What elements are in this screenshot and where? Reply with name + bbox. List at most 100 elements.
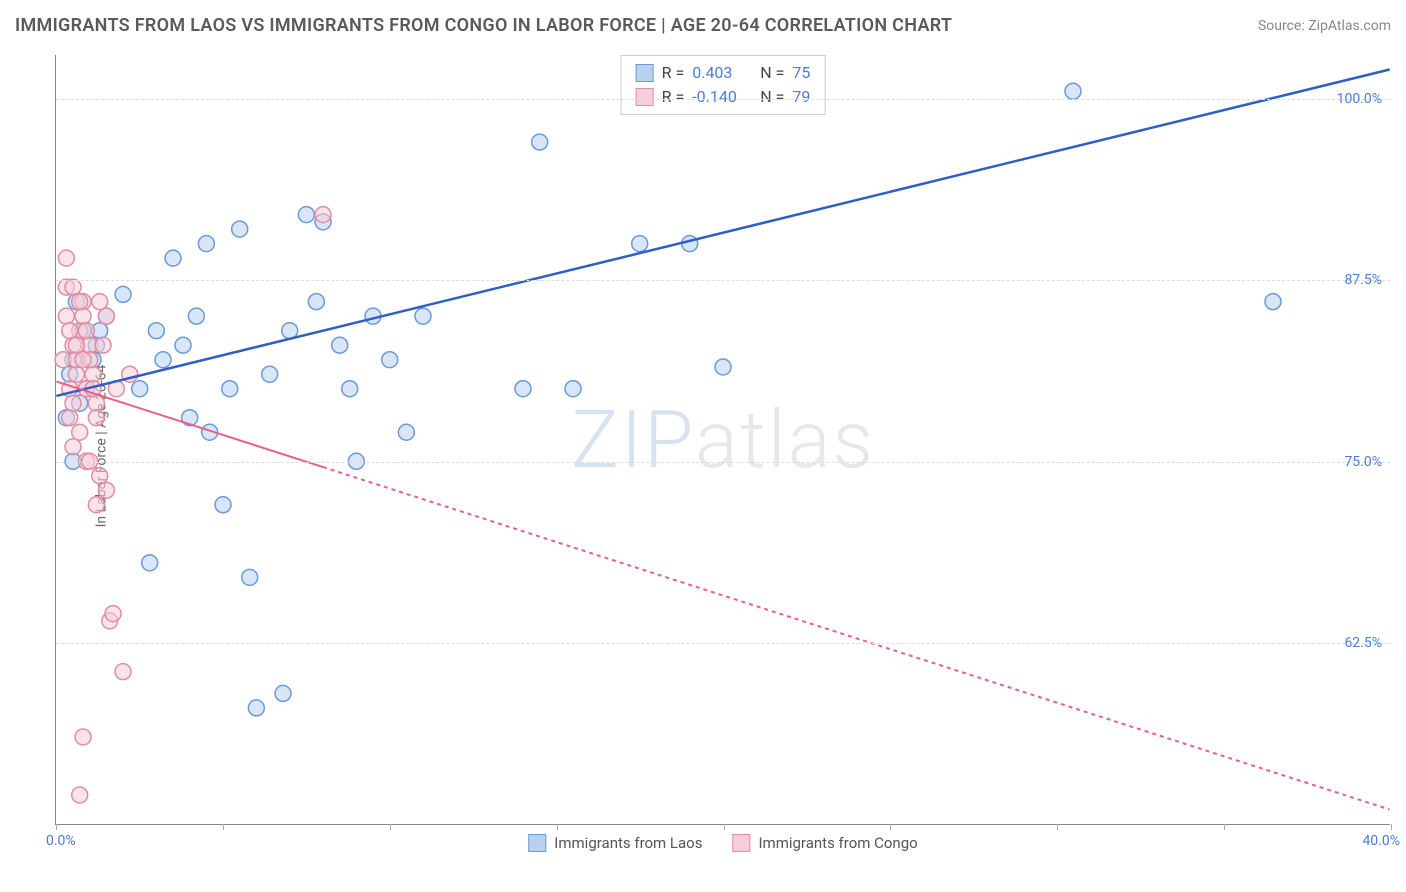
data-point	[532, 134, 548, 150]
data-point	[62, 323, 78, 339]
n-label: N =	[760, 61, 784, 85]
x-tick-mark	[724, 824, 725, 830]
data-point	[382, 352, 398, 368]
data-point	[88, 395, 104, 411]
x-tick-mark	[1057, 824, 1058, 830]
source-attribution: Source: ZipAtlas.com	[1258, 18, 1391, 34]
source-label: Source:	[1258, 18, 1308, 34]
data-point	[198, 236, 214, 252]
y-tick-label: 100.0%	[1337, 91, 1382, 107]
n-value: 79	[792, 85, 810, 109]
data-point	[342, 381, 358, 397]
data-point	[105, 606, 121, 622]
data-point	[222, 381, 238, 397]
data-point	[315, 207, 331, 223]
data-point	[415, 308, 431, 324]
r-label: R =	[662, 85, 685, 109]
y-tick-label: 87.5%	[1344, 272, 1382, 288]
data-point	[565, 381, 581, 397]
data-point	[75, 308, 91, 324]
x-tick-mark	[1224, 824, 1225, 830]
n-label: N =	[760, 85, 784, 109]
data-point	[115, 664, 131, 680]
data-point	[75, 352, 91, 368]
data-point	[215, 497, 231, 513]
data-point	[95, 337, 111, 353]
gridline-h	[56, 99, 1390, 100]
data-point	[188, 308, 204, 324]
x-tick-mark	[890, 824, 891, 830]
stats-row: R = -0.140 N = 79	[636, 85, 811, 109]
legend-item: Immigrants from Laos	[528, 834, 702, 852]
data-point	[1265, 294, 1281, 310]
data-point	[85, 366, 101, 382]
stats-row: R = 0.403 N = 75	[636, 61, 811, 85]
legend-label: Immigrants from Laos	[554, 834, 702, 852]
legend-item: Immigrants from Congo	[732, 834, 917, 852]
legend: Immigrants from Laos Immigrants from Cong…	[528, 834, 917, 852]
x-axis-max-label: 40.0%	[1362, 833, 1400, 849]
data-point	[148, 323, 164, 339]
data-point	[1065, 83, 1081, 99]
data-point	[332, 337, 348, 353]
data-point	[242, 569, 258, 585]
data-point	[275, 685, 291, 701]
gridline-h	[56, 462, 1390, 463]
source-name: ZipAtlas.com	[1308, 18, 1391, 34]
r-value: 0.403	[692, 61, 752, 85]
trend-line-dashed	[323, 467, 1390, 809]
r-label: R =	[662, 61, 685, 85]
title-bar: IMMIGRANTS FROM LAOS VS IMMIGRANTS FROM …	[15, 15, 1391, 36]
data-point	[72, 787, 88, 803]
data-point	[232, 221, 248, 237]
x-tick-mark	[1391, 824, 1392, 830]
series-swatch	[636, 64, 654, 82]
correlation-stats-box: R = 0.403 N = 75 R = -0.140 N = 79	[621, 55, 826, 115]
data-point	[298, 207, 314, 223]
data-point	[62, 410, 78, 426]
series-swatch	[636, 88, 654, 106]
data-point	[115, 286, 131, 302]
data-point	[515, 381, 531, 397]
gridline-h	[56, 280, 1390, 281]
x-tick-mark	[557, 824, 558, 830]
data-point	[65, 279, 81, 295]
data-point	[262, 366, 278, 382]
data-point	[72, 294, 88, 310]
data-point	[142, 555, 158, 571]
data-point	[88, 497, 104, 513]
trend-line	[56, 70, 1389, 396]
n-value: 75	[792, 61, 810, 85]
data-point	[165, 250, 181, 266]
data-point	[175, 337, 191, 353]
y-tick-label: 75.0%	[1344, 454, 1382, 470]
y-tick-label: 62.5%	[1344, 635, 1382, 651]
data-point	[58, 250, 74, 266]
x-tick-mark	[223, 824, 224, 830]
data-point	[98, 308, 114, 324]
data-point	[248, 700, 264, 716]
data-point	[72, 424, 88, 440]
data-point	[65, 395, 81, 411]
data-point	[98, 482, 114, 498]
data-point	[398, 424, 414, 440]
chart-title: IMMIGRANTS FROM LAOS VS IMMIGRANTS FROM …	[15, 15, 952, 36]
legend-swatch	[732, 834, 750, 852]
legend-swatch	[528, 834, 546, 852]
data-point	[65, 439, 81, 455]
plot-area: ZIPatlas R =0.403N =75R =-0.140N =79 Imm…	[55, 55, 1390, 825]
data-point	[682, 236, 698, 252]
data-point	[155, 352, 171, 368]
data-point	[68, 366, 84, 382]
legend-label: Immigrants from Congo	[758, 834, 917, 852]
chart-svg	[56, 55, 1390, 824]
data-point	[78, 323, 94, 339]
x-tick-mark	[56, 824, 57, 830]
data-point	[132, 381, 148, 397]
data-point	[308, 294, 324, 310]
x-tick-mark	[390, 824, 391, 830]
x-axis-min-label: 0.0%	[46, 833, 76, 849]
data-point	[92, 294, 108, 310]
data-point	[88, 410, 104, 426]
r-value: -0.140	[692, 85, 752, 109]
